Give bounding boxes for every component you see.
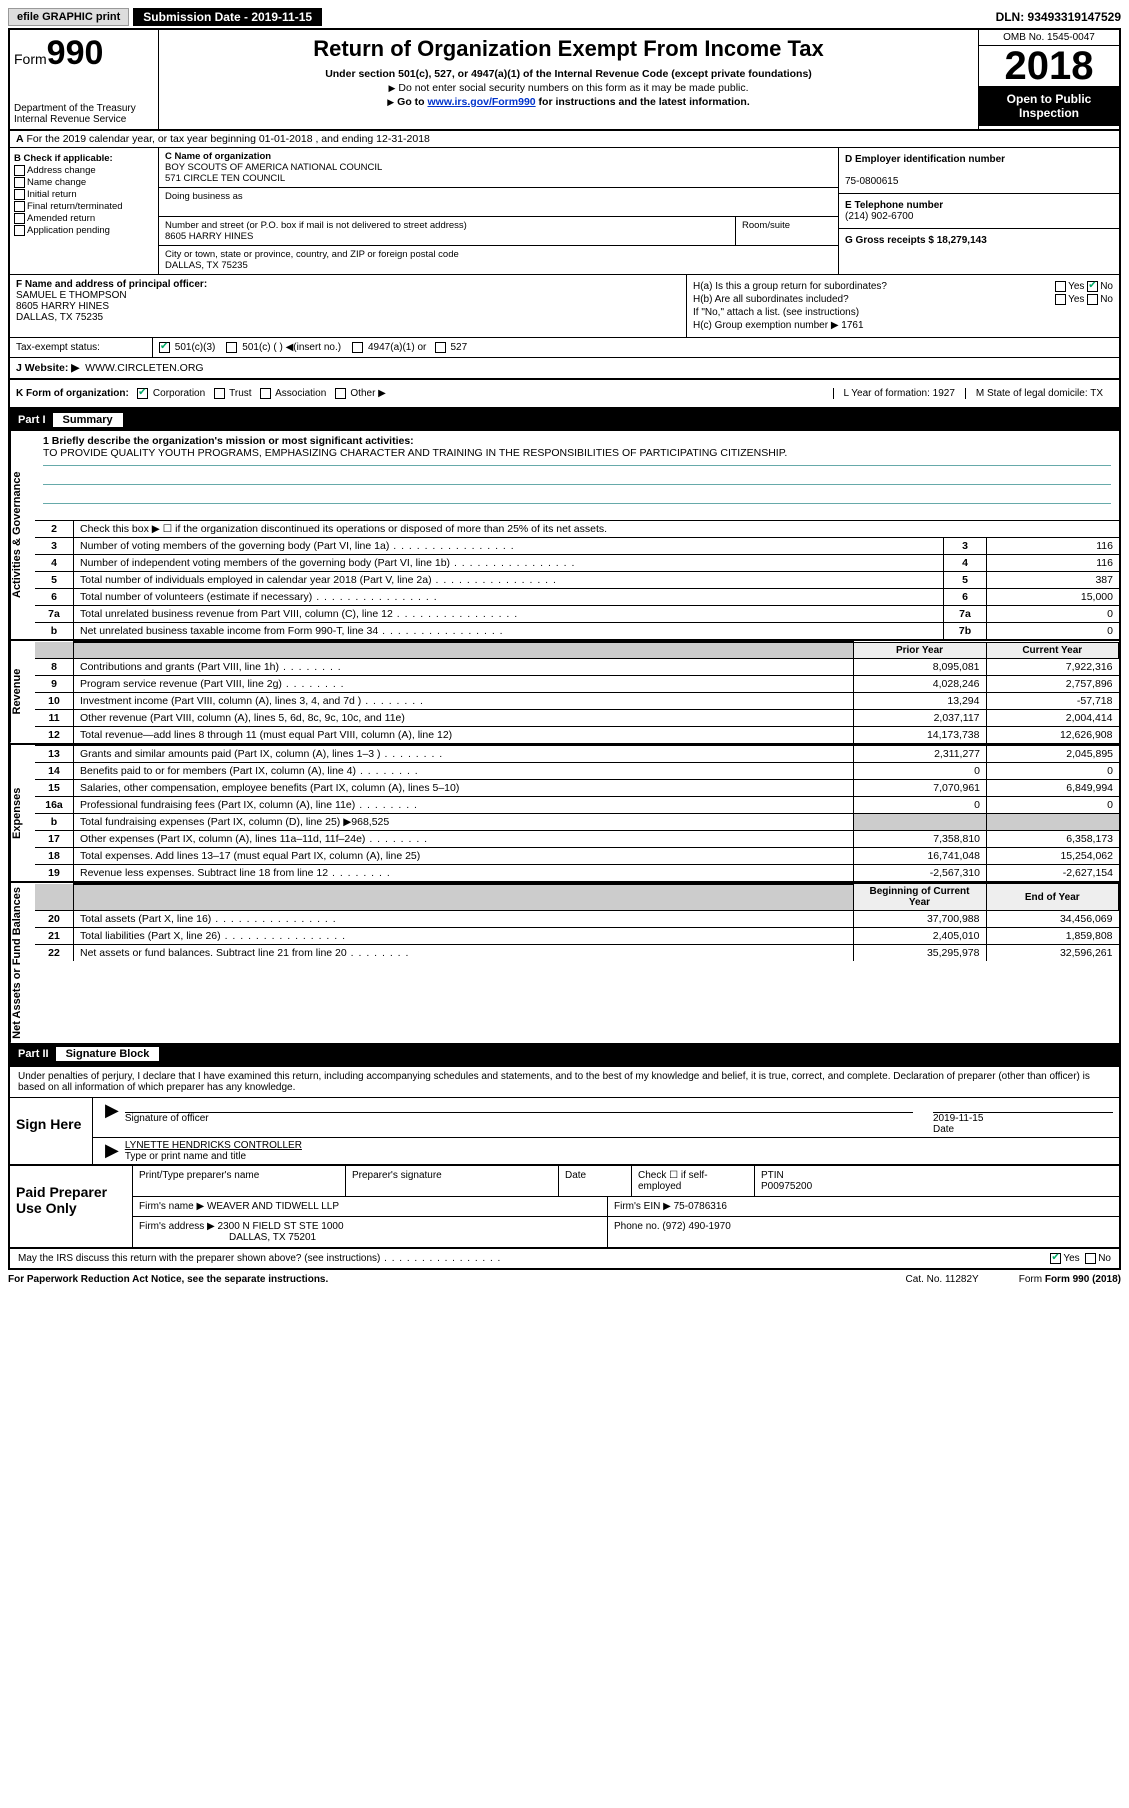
side-revenue: Revenue — [10, 641, 35, 743]
form-container: Form990 Department of the Treasury Inter… — [8, 28, 1121, 1270]
side-net-assets: Net Assets or Fund Balances — [10, 883, 35, 1043]
dept-label: Department of the Treasury Internal Reve… — [14, 103, 154, 125]
dln-label: DLN: 93493319147529 — [996, 10, 1121, 24]
expenses-table: 13Grants and similar amounts paid (Part … — [35, 745, 1119, 881]
discuss-row: May the IRS discuss this return with the… — [10, 1247, 1119, 1268]
row-k: K Form of organization: Corporation Trus… — [10, 380, 1119, 409]
website-row: J Website: ▶ WWW.CIRCLETEN.ORG — [10, 358, 1119, 380]
part1-header: Part ISummary — [10, 409, 1119, 431]
box-b: B Check if applicable: Address change Na… — [10, 148, 159, 274]
box-f: F Name and address of principal officer:… — [10, 275, 687, 337]
governance-table: 2Check this box ▶ ☐ if the organization … — [35, 520, 1119, 639]
signature-block: Under penalties of perjury, I declare th… — [10, 1065, 1119, 1164]
right-info: D Employer identification number75-08006… — [838, 148, 1119, 274]
side-governance: Activities & Governance — [10, 431, 35, 639]
section-a: A For the 2019 calendar year, or tax yea… — [10, 131, 1119, 148]
submission-date: Submission Date - 2019-11-15 — [133, 8, 322, 26]
revenue-table: Prior YearCurrent Year 8Contributions an… — [35, 641, 1119, 743]
form-title: Return of Organization Exempt From Incom… — [167, 36, 970, 62]
top-toolbar: efile GRAPHIC print Submission Date - 20… — [8, 8, 1121, 26]
mission: 1 Briefly describe the organization's mi… — [35, 431, 1119, 520]
box-c: C Name of organizationBOY SCOUTS OF AMER… — [159, 148, 838, 274]
box-h: H(a) Is this a group return for subordin… — [687, 275, 1119, 337]
ssn-warning: Do not enter social security numbers on … — [167, 82, 970, 94]
public-inspection: Open to Public Inspection — [979, 86, 1119, 126]
page-footer: For Paperwork Reduction Act Notice, see … — [8, 1270, 1121, 1289]
efile-button[interactable]: efile GRAPHIC print — [8, 8, 129, 26]
part2-header: Part IISignature Block — [10, 1043, 1119, 1065]
tax-year: 2018 — [979, 46, 1119, 86]
sign-here-label: Sign Here — [10, 1098, 93, 1164]
irs-link[interactable]: www.irs.gov/Form990 — [427, 96, 535, 108]
side-expenses: Expenses — [10, 745, 35, 881]
form-number: Form990 — [14, 34, 154, 73]
tax-status-row: Tax-exempt status: 501(c)(3) 501(c) ( ) … — [10, 338, 1119, 358]
form-header: Form990 Department of the Treasury Inter… — [10, 30, 1119, 131]
net-assets-table: Beginning of Current YearEnd of Year 20T… — [35, 883, 1119, 962]
paid-preparer: Paid Preparer Use Only Print/Type prepar… — [10, 1164, 1119, 1247]
subtitle: Under section 501(c), 527, or 4947(a)(1)… — [167, 68, 970, 80]
instructions-link-line: Go to www.irs.gov/Form990 for instructio… — [167, 96, 970, 108]
